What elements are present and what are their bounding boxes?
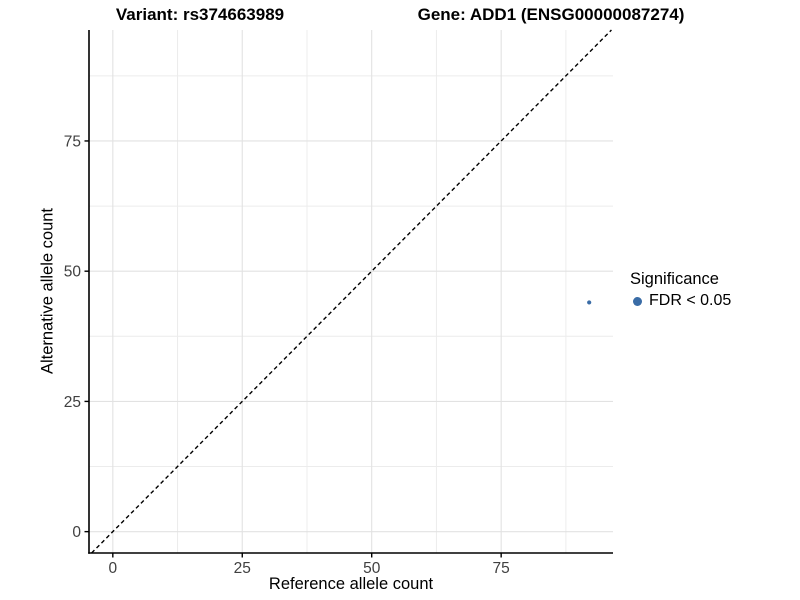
legend-item: FDR < 0.05 <box>630 292 731 310</box>
data-point <box>587 300 592 305</box>
y-tick-label: 25 <box>64 394 81 411</box>
legend-item-label: FDR < 0.05 <box>649 292 732 309</box>
legend: Significance FDR < 0.05 <box>630 270 731 310</box>
x-tick-label: 50 <box>363 560 381 577</box>
y-tick-label: 75 <box>64 133 81 150</box>
identity-dashed-line <box>91 29 612 554</box>
y-tick-label: 0 <box>72 524 81 541</box>
x-tick-label: 25 <box>234 560 251 577</box>
legend-point-icon <box>633 296 642 306</box>
x-axis-title: Reference allele count <box>268 575 434 593</box>
x-tick-label: 0 <box>109 560 118 577</box>
x-tick-label: 75 <box>493 560 510 577</box>
legend-title: Significance <box>630 270 719 288</box>
plot-title-gene: Gene: ADD1 (ENSG00000087274) <box>417 5 685 24</box>
y-axis-title: Alternative allele count <box>38 207 57 375</box>
plot-title-variant: Variant: rs374663989 <box>115 5 285 24</box>
y-tick-label: 50 <box>64 264 82 281</box>
